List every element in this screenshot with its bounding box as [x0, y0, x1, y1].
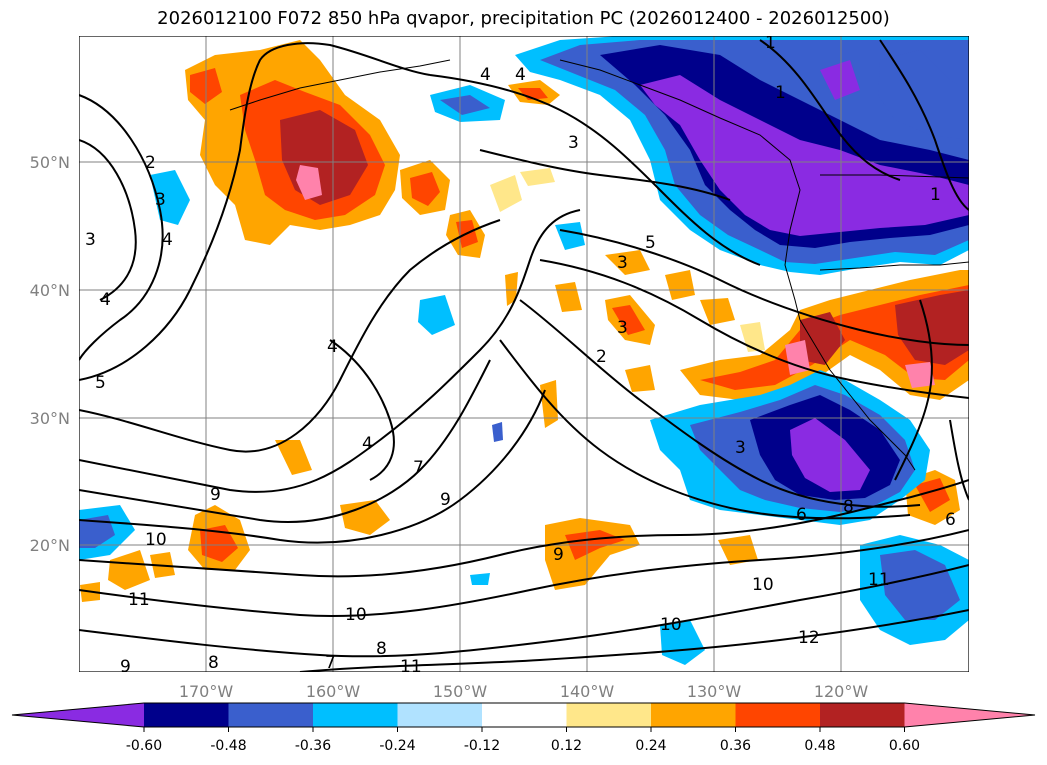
contour-label: 5: [645, 233, 656, 253]
colorbar-swatch: [313, 703, 398, 727]
contour-label: 7: [413, 458, 424, 478]
lon-tick-label: 160°W: [306, 682, 361, 701]
colorbar-swatch: [820, 703, 905, 727]
contour-label: 3: [617, 318, 628, 338]
colorbar-tick-label: -0.60: [126, 738, 162, 754]
map-title: 2026012100 F072 850 hPa qvapor, precipit…: [157, 8, 890, 29]
contour-label: 10: [752, 575, 774, 595]
lon-tick-label: 150°W: [433, 682, 488, 701]
contour-label: 10: [145, 530, 167, 550]
lat-tick-label: 50°N: [30, 153, 70, 172]
contour-label: 8: [208, 653, 219, 673]
lon-tick-label: 170°W: [179, 682, 234, 701]
contour-label: 12: [798, 628, 820, 648]
contour-label: 4: [480, 65, 491, 85]
colorbar-swatch: [651, 703, 736, 727]
lat-tick-labels: 50°N 40°N 30°N 20°N: [30, 153, 70, 555]
colorbar-tick-label: 0.60: [889, 738, 920, 754]
lat-tick-label: 30°N: [30, 409, 70, 428]
contour-label: 6: [945, 510, 956, 530]
colorbar-tick-label: -0.48: [210, 738, 246, 754]
contour-label: 4: [515, 65, 526, 85]
colorbar-tick-label: -0.12: [464, 738, 500, 754]
lon-tick-label: 120°W: [814, 682, 869, 701]
contour-label: 4: [327, 337, 338, 357]
contour-label: 11: [400, 657, 422, 677]
colorbar-tick-label: 0.24: [635, 738, 666, 754]
contour-label: 9: [553, 545, 564, 565]
colorbar-tick-label: 0.12: [551, 738, 582, 754]
contour-label: 3: [735, 438, 746, 458]
contour-lines: [79, 39, 969, 672]
colorbar-swatch: [735, 703, 820, 727]
contour-label: 1: [930, 185, 941, 205]
map-panel: 1 1 1 2 2 3 3 3 3 3 3 4 4 4 4 4 4 5 5 6 …: [79, 33, 969, 677]
colorbar-tick-label: -0.36: [295, 738, 331, 754]
colorbar-swatch: [228, 703, 313, 727]
contour-label: 10: [345, 605, 367, 625]
contour-label: 4: [100, 290, 111, 310]
contour-label: 3: [617, 253, 628, 273]
contour-label: 3: [568, 133, 579, 153]
colorbar-tick-label: 0.36: [720, 738, 751, 754]
contour-label: 3: [155, 190, 166, 210]
contour-label: 11: [128, 590, 150, 610]
contour-label: 1: [775, 83, 786, 103]
lat-tick-label: 20°N: [30, 536, 70, 555]
colorbar-ticks: [143, 727, 905, 732]
gridlines: [79, 36, 969, 672]
lon-tick-label: 130°W: [687, 682, 742, 701]
lon-tick-label: 140°W: [560, 682, 615, 701]
colorbar-swatch: [144, 703, 229, 727]
contour-label: 8: [843, 497, 854, 517]
contour-label: 6: [796, 505, 807, 525]
contour-label: 2: [596, 347, 607, 367]
lon-tick-labels: 170°W 160°W 150°W 140°W 130°W 120°W: [179, 682, 869, 701]
contour-label: 2: [145, 153, 156, 173]
contour-label: 1: [765, 33, 776, 53]
colorbar-swatch: [566, 703, 651, 727]
precip-negative-fills: [79, 36, 969, 665]
contour-label: 5: [95, 373, 106, 393]
contour-label-layer: 1 1 1 2 2 3 3 3 3 3 3 4 4 4 4 4 4 5 5 6 …: [85, 33, 956, 677]
colorbar-extend-high: [904, 703, 1035, 727]
contour-label: 4: [362, 434, 373, 454]
contour-label: 9: [210, 485, 221, 505]
lat-tick-label: 40°N: [30, 281, 70, 300]
precip-positive-fills: [80, 40, 969, 602]
contour-label: 7: [325, 653, 336, 673]
contour-label: 4: [162, 230, 173, 250]
colorbar: -0.60 -0.48 -0.36 -0.24 -0.12 0.12 0.24 …: [11, 702, 1036, 754]
contour-label: 9: [120, 657, 131, 677]
contour-label: 8: [376, 639, 387, 659]
contour-label: 11: [868, 570, 890, 590]
contour-label: 10: [660, 615, 682, 635]
contour-label: 9: [440, 490, 451, 510]
coastlines: [229, 59, 969, 471]
colorbar-extend-low: [12, 703, 144, 727]
colorbar-tick-label: -0.24: [379, 738, 415, 754]
colorbar-swatch: [397, 703, 482, 727]
colorbar-tick-label: 0.48: [804, 738, 835, 754]
contour-label: 3: [85, 230, 96, 250]
colorbar-swatch: [482, 703, 567, 727]
